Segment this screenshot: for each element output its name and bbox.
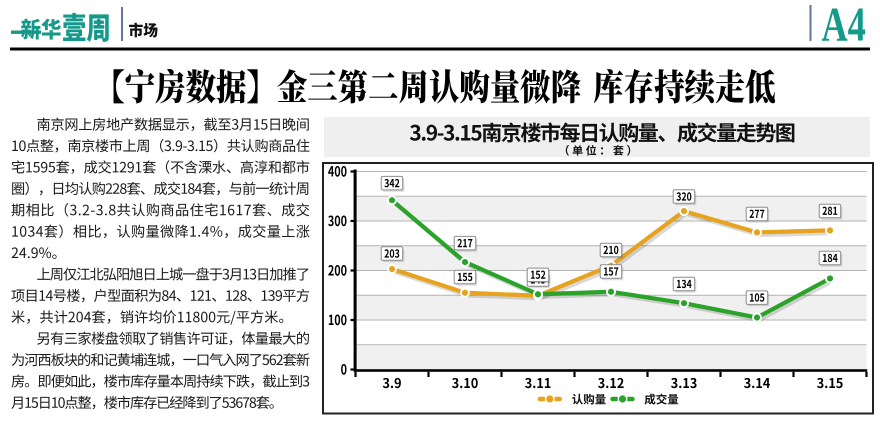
svg-text:A4: A4	[822, 0, 866, 52]
